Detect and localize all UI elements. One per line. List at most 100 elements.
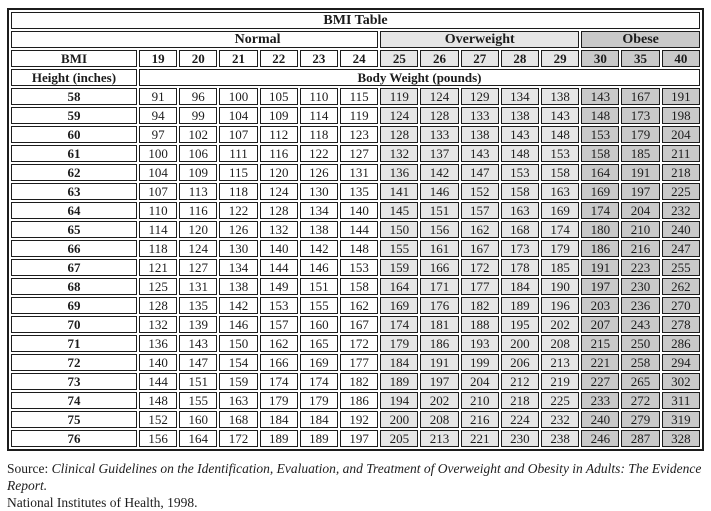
table-title: BMI Table	[11, 12, 700, 29]
weight-cell: 177	[460, 278, 499, 295]
weight-cell: 158	[500, 183, 540, 200]
weight-cell: 151	[179, 373, 218, 390]
height-cell: 74	[11, 392, 137, 409]
height-cell: 75	[11, 411, 137, 428]
weight-cell: 131	[179, 278, 218, 295]
weight-cell: 311	[661, 392, 700, 409]
weight-cell: 174	[581, 202, 620, 219]
weight-cell: 210	[621, 221, 660, 238]
weight-cell: 124	[420, 88, 459, 105]
weight-cell: 151	[299, 278, 339, 295]
weight-cell: 139	[179, 316, 218, 333]
weight-cell: 149	[259, 278, 298, 295]
weight-cell: 109	[259, 107, 298, 124]
weight-cell: 150	[219, 335, 258, 352]
height-cell: 68	[11, 278, 137, 295]
weight-cell: 143	[179, 335, 218, 352]
weight-cell: 193	[460, 335, 499, 352]
source-note: Source: Clinical Guidelines on the Ident…	[7, 460, 705, 511]
weight-cell: 172	[219, 430, 258, 447]
weight-cell: 262	[661, 278, 700, 295]
weight-cell: 104	[219, 107, 258, 124]
weight-cell: 145	[380, 202, 419, 219]
weight-cell: 216	[621, 240, 660, 257]
weight-cell: 166	[259, 354, 298, 371]
weight-cell: 146	[219, 316, 258, 333]
weight-cell: 302	[661, 373, 700, 390]
weight-cell: 142	[420, 164, 459, 181]
bmi-value-cell: 19	[139, 50, 178, 67]
weight-cell: 216	[460, 411, 499, 428]
weight-cell: 112	[259, 126, 298, 143]
weight-cell: 173	[621, 107, 660, 124]
weight-cell: 238	[541, 430, 580, 447]
weight-cell: 156	[420, 221, 459, 238]
weight-cell: 119	[340, 107, 379, 124]
weight-cell: 189	[500, 297, 540, 314]
weight-cell: 230	[500, 430, 540, 447]
weight-cell: 125	[139, 278, 178, 295]
weight-cell: 140	[139, 354, 178, 371]
weight-cell: 155	[380, 240, 419, 257]
weight-cell: 212	[500, 373, 540, 390]
weight-cell: 204	[621, 202, 660, 219]
weight-cell: 184	[259, 411, 298, 428]
weight-cell: 182	[460, 297, 499, 314]
weight-cell: 135	[179, 297, 218, 314]
weight-cell: 107	[219, 126, 258, 143]
weight-cell: 155	[299, 297, 339, 314]
weight-cell: 130	[219, 240, 258, 257]
weight-cell: 148	[541, 126, 580, 143]
weight-cell: 191	[621, 164, 660, 181]
weight-cell: 147	[179, 354, 218, 371]
weight-cell: 218	[500, 392, 540, 409]
bmi-value-cell: 23	[299, 50, 339, 67]
height-cell: 65	[11, 221, 137, 238]
weight-cell: 160	[299, 316, 339, 333]
table-row: 73 144 151 159 174 174 182 189 197 204 212 219 227 26…	[11, 373, 700, 390]
weight-cell: 213	[420, 430, 459, 447]
weight-cell: 126	[299, 164, 339, 181]
weight-cell: 179	[621, 126, 660, 143]
weight-cell: 204	[460, 373, 499, 390]
table-row: 65 114 120 126 132 138 144 150 156 162 168 174 180 21…	[11, 221, 700, 238]
weight-cell: 168	[500, 221, 540, 238]
weight-cell: 100	[139, 145, 178, 162]
weight-cell: 240	[581, 411, 620, 428]
weight-cell: 184	[299, 411, 339, 428]
weight-cell: 124	[259, 183, 298, 200]
weight-cell: 91	[139, 88, 178, 105]
table-row: 70 132 139 146 157 160 167 174 181 188 195 202 207 24…	[11, 316, 700, 333]
weight-cell: 164	[581, 164, 620, 181]
weight-cell: 219	[541, 373, 580, 390]
height-cell: 69	[11, 297, 137, 314]
weight-cell: 164	[179, 430, 218, 447]
weight-cell: 153	[581, 126, 620, 143]
weight-cell: 218	[661, 164, 700, 181]
weight-cell: 105	[259, 88, 298, 105]
weight-cell: 189	[299, 430, 339, 447]
weight-cell: 128	[139, 297, 178, 314]
bmi-value-cell: 26	[420, 50, 459, 67]
weight-cell: 109	[179, 164, 218, 181]
bmi-value-cell: 25	[380, 50, 419, 67]
weight-cell: 156	[139, 430, 178, 447]
weight-cell: 146	[299, 259, 339, 276]
weight-cell: 197	[581, 278, 620, 295]
weight-cell: 152	[139, 411, 178, 428]
weight-cell: 179	[541, 240, 580, 257]
weight-cell: 100	[219, 88, 258, 105]
weight-cell: 232	[541, 411, 580, 428]
weight-cell: 148	[340, 240, 379, 257]
weight-cell: 191	[420, 354, 459, 371]
weight-cell: 137	[420, 145, 459, 162]
weight-cell: 190	[541, 278, 580, 295]
weight-cell: 179	[380, 335, 419, 352]
weight-cell: 172	[340, 335, 379, 352]
weight-cell: 200	[380, 411, 419, 428]
weight-cell: 132	[259, 221, 298, 238]
weight-cell: 94	[139, 107, 178, 124]
weight-cell: 270	[661, 297, 700, 314]
height-cell: 70	[11, 316, 137, 333]
weight-cell: 202	[541, 316, 580, 333]
